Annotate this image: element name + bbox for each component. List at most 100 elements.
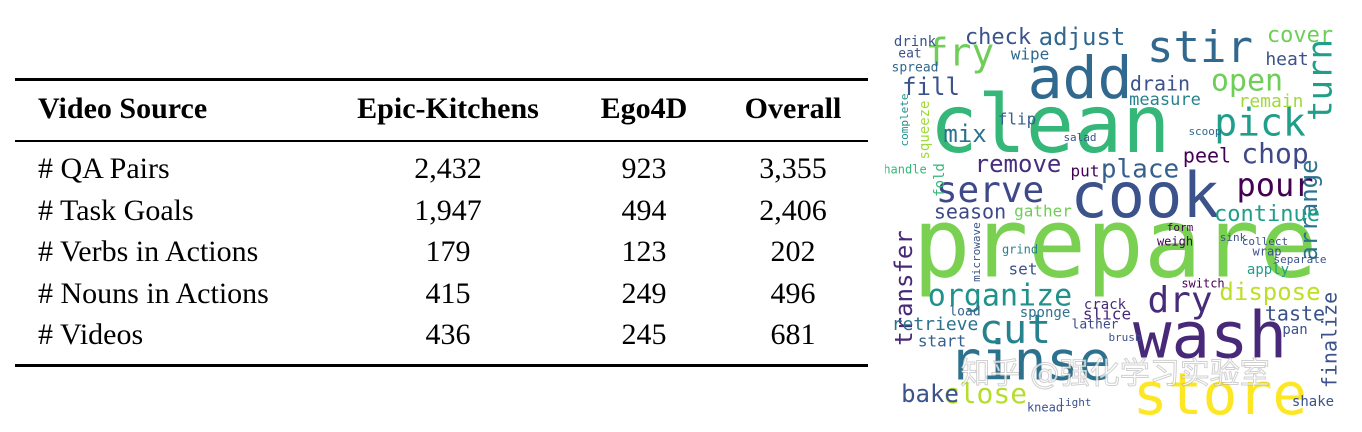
table-cell: # Task Goals <box>38 193 194 227</box>
cloud-word: arrange <box>1295 159 1323 260</box>
cloud-word: complete <box>898 94 911 147</box>
table-cell: 249 <box>621 276 667 310</box>
header-cell: Video Source <box>38 92 208 125</box>
cloud-word: check <box>965 25 1031 50</box>
watermark: 知乎 @强化学习实验室 <box>960 357 1270 392</box>
mid-rule <box>15 140 868 142</box>
cloud-word: collect <box>1242 235 1288 248</box>
table-cell: # Videos <box>38 318 144 351</box>
table-cell: 2,406 <box>759 193 827 227</box>
cloud-word: cut <box>979 307 1051 353</box>
cloud-word: finalize <box>1318 292 1342 388</box>
cloud-word: transfer <box>890 230 918 346</box>
cloud-word: gather <box>1014 202 1072 221</box>
cloud-word: close <box>943 377 1027 410</box>
table-cell: 179 <box>425 235 471 268</box>
cloud-word: retrieve <box>892 314 979 335</box>
cloud-word: store <box>1133 360 1308 420</box>
cloud-word: measure <box>1129 90 1201 110</box>
table-cell: 245 <box>621 318 667 351</box>
bottom-rule <box>15 364 868 367</box>
cloud-word: sink <box>1220 231 1247 244</box>
header-cell: Ego4D <box>600 92 688 125</box>
cloud-word: eat <box>898 47 921 62</box>
cloud-word: adjust <box>1039 23 1126 51</box>
cloud-word: slice <box>1083 305 1131 324</box>
table-cell: 202 <box>770 235 816 268</box>
cloud-word: crack <box>1084 297 1127 313</box>
cloud-bg <box>885 20 1350 420</box>
cloud-word: fill <box>902 73 960 101</box>
cloud-word: light <box>1058 396 1091 409</box>
cloud-word: rinse <box>949 330 1112 393</box>
cloud-word: bake <box>901 380 959 408</box>
cloud-word: form <box>1167 221 1194 234</box>
cloud-word: separate <box>1274 253 1327 266</box>
table-cell: # Verbs in Actions <box>38 235 259 268</box>
table-cell: 2,432 <box>414 152 482 185</box>
cloud-word: organize <box>928 279 1073 314</box>
cloud-word: dry <box>1147 280 1212 321</box>
cloud-word: turn <box>1301 39 1341 121</box>
cloud-word: grind <box>1002 243 1038 257</box>
cloud-word: handle <box>885 163 927 177</box>
table-cell: 415 <box>425 276 471 310</box>
cloud-word: pan <box>1282 322 1307 338</box>
cloud-word: drain <box>1130 72 1190 96</box>
table-cell: 923 <box>621 152 667 185</box>
cloud-word: weigh <box>1157 235 1193 249</box>
table-cell: # Nouns in Actions <box>38 276 269 310</box>
cloud-word: knead <box>1027 401 1063 415</box>
cloud-word: remain <box>1238 91 1303 112</box>
cloud-word: wash <box>1133 300 1287 374</box>
cloud-word: pick <box>1214 101 1306 145</box>
cloud-word: scoop <box>1188 125 1221 138</box>
table-cell: 1,947 <box>414 193 482 227</box>
cloud-word: remove <box>975 150 1062 178</box>
cloud-word: set <box>1009 260 1038 279</box>
table-cell: 496 <box>770 276 816 310</box>
cloud-word: wipe <box>1011 45 1050 64</box>
cloud-word: sponge <box>1020 305 1071 321</box>
table-cell: 494 <box>621 193 667 227</box>
cloud-word: season <box>934 200 1006 224</box>
cloud-word: squeeze <box>917 100 933 159</box>
cloud-word: chop <box>1241 137 1308 170</box>
table-cell: 681 <box>770 318 816 351</box>
cloud-word: wrap <box>1253 245 1282 259</box>
cloud-word: apply <box>1247 262 1289 278</box>
cloud-word: serve <box>936 170 1044 211</box>
cloud-word: lather <box>1072 318 1119 333</box>
cloud-word: switch <box>1181 277 1224 291</box>
cloud-word: mix <box>943 120 986 148</box>
cloud-word: stir <box>1147 22 1253 73</box>
cloud-word: flip <box>998 110 1037 129</box>
cloud-word: start <box>918 332 966 351</box>
cloud-word: drink <box>894 34 937 50</box>
cloud-word: put <box>1071 162 1100 181</box>
cloud-word: microwave <box>970 222 983 282</box>
cloud-word: clean <box>930 78 1171 171</box>
cloud-word: cook <box>1070 159 1219 232</box>
cloud-word: heat <box>1265 49 1308 70</box>
cloud-word: add <box>1028 44 1133 112</box>
cloud-word: dispose <box>1219 278 1320 306</box>
cloud-word: pour <box>1236 166 1313 204</box>
cloud-word: shake <box>1292 394 1334 410</box>
top-rule <box>15 78 868 81</box>
table-cell: # QA Pairs <box>38 152 170 185</box>
cloud-word: place <box>1101 155 1179 185</box>
cloud-word: taste <box>1265 302 1325 326</box>
table-cell: 3,355 <box>759 152 827 185</box>
header-cell: Epic-Kitchens <box>357 92 539 125</box>
cloud-word: fold <box>932 163 948 197</box>
cloud-word: salad <box>1063 131 1096 144</box>
table-cell: 123 <box>621 235 667 268</box>
table-cell: 436 <box>425 318 471 351</box>
cloud-word: load <box>949 305 980 320</box>
cloud-word: continue <box>1214 202 1320 227</box>
cloud-word: brush <box>1108 331 1141 344</box>
cloud-word: open <box>1211 64 1283 99</box>
